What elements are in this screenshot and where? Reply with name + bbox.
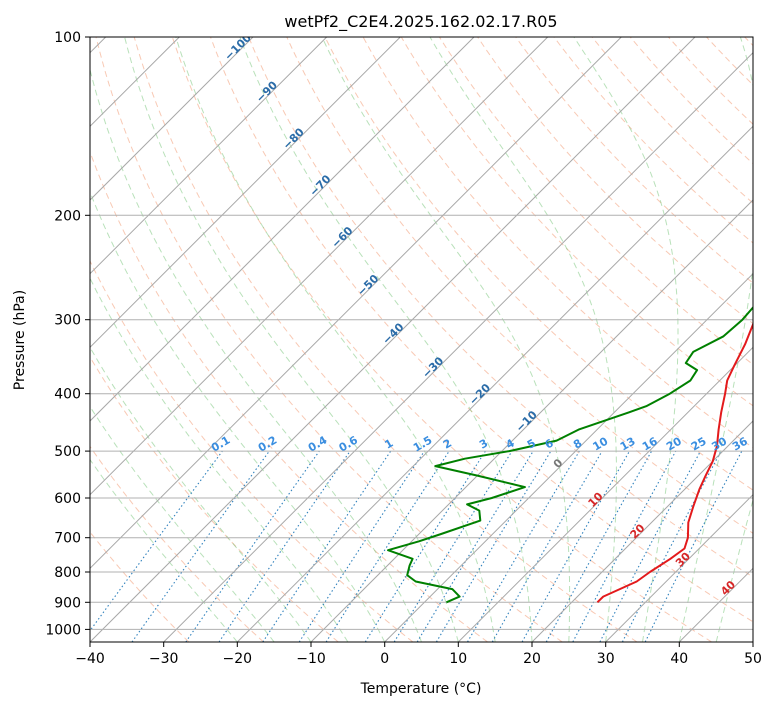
y-tick-label: 700 [54,531,81,547]
mixing-ratio-line [262,450,392,642]
pressure-gridlines [90,37,753,630]
plot-frame [89,36,754,643]
y-tick-label: 300 [54,313,81,329]
isotherm-line [90,37,401,349]
dry-adiabat-line [286,37,753,534]
moist-adiabat-line [678,37,753,642]
isotherm-line [384,272,753,642]
x-tick-label: 0 [380,651,389,667]
moist-adiabat-line [124,37,459,642]
y-tick-label: 200 [54,208,81,224]
mixing-ratio-line [185,450,320,642]
dry-adiabat-line [95,37,563,642]
y-axis-ticks: 100 200 300 400 500 600 700 800 900 1000 [45,30,90,638]
y-tick-label: 1000 [45,622,81,638]
mixing-ratio-line [131,450,270,642]
moist-adiabat-line [239,37,533,642]
moist-adiabat-line [90,67,422,642]
x-tick-label: −20 [223,651,253,667]
x-tick-label: 10 [449,651,467,667]
isotherm-line [236,125,753,642]
y-tick-label: 400 [54,387,81,403]
mixing-ratio-line [298,450,425,642]
y-tick-label: 600 [54,491,81,507]
mixing-ratio-line [467,450,580,642]
mixing-ratio-line [218,450,351,642]
dry-adiabat-line [515,37,753,284]
plot-area: −100−90−80−70−60−50−40−30−20−10 01020304… [90,37,753,642]
isotherm-line [90,37,328,275]
y-axis-label: Pressure (hPa) [12,290,28,390]
mixing-ratio-line [90,450,223,632]
isotherm-line [310,199,753,642]
moist-adiabat-line [429,37,617,642]
y-tick-label: 900 [54,595,81,611]
mixing-ratio-line [416,450,534,642]
moist-adiabat-line [90,190,386,642]
isotherm-line [90,37,254,201]
mixing-ratio-line [644,450,743,642]
y-tick-label: 100 [54,30,81,46]
isotherm-line [90,37,622,570]
mixing-ratio-line [599,450,701,642]
isotherm-line [605,493,753,642]
temperature-line [596,321,753,604]
y-tick-label: 800 [54,565,81,581]
dry-adiabat-line [171,37,712,642]
mixing-ratio-line [572,450,677,642]
moist-adiabat-line [90,405,275,642]
moist-adiabat-line [90,458,238,642]
x-axis-label: Temperature (°C) [360,681,482,697]
mixing-ratio-line [325,450,450,642]
dewpoint-line [387,306,753,604]
moist-adiabat-line [321,37,571,642]
x-tick-label: −30 [149,651,179,667]
mixing-ratio-line [545,450,653,642]
isotherm-line [90,37,549,496]
dry-adiabat-line [248,37,753,578]
mixing-ratio-line [435,450,552,642]
y-tick-label: 500 [54,444,81,460]
x-tick-label: 30 [597,651,615,667]
moist-adiabat-line [715,498,753,642]
dry-adiabat-line [90,445,264,642]
moist-adiabat-line [175,37,496,642]
isotherm-line [90,37,475,422]
dry-adiabat-line [90,259,414,642]
dry-adiabat-line [210,37,753,623]
isotherms [90,37,753,642]
isotherm-line [163,51,753,642]
isotherm-line [457,346,753,642]
isotherm-line [90,37,696,642]
dry-adiabat-line [324,37,753,491]
chart-title: wetPf2_C2E4.2025.162.02.17.R05 [284,12,557,32]
dry-adiabat-line [90,356,339,642]
moist-adiabat-line [90,277,349,642]
isotherm-line [531,420,753,642]
mixing-ratio-line [491,450,603,642]
dry-adiabat-line [133,37,638,642]
x-tick-label: 20 [523,651,541,667]
x-axis-ticks: −40 −30 −20 −10 0 10 20 30 40 50 [75,642,762,667]
dry-adiabats [90,37,753,642]
x-tick-label: −40 [75,651,105,667]
x-tick-label: −10 [296,651,326,667]
sounding-series [387,306,753,604]
x-tick-label: 50 [744,651,762,667]
x-tick-label: 40 [670,651,688,667]
moist-adiabat-line [573,37,679,642]
